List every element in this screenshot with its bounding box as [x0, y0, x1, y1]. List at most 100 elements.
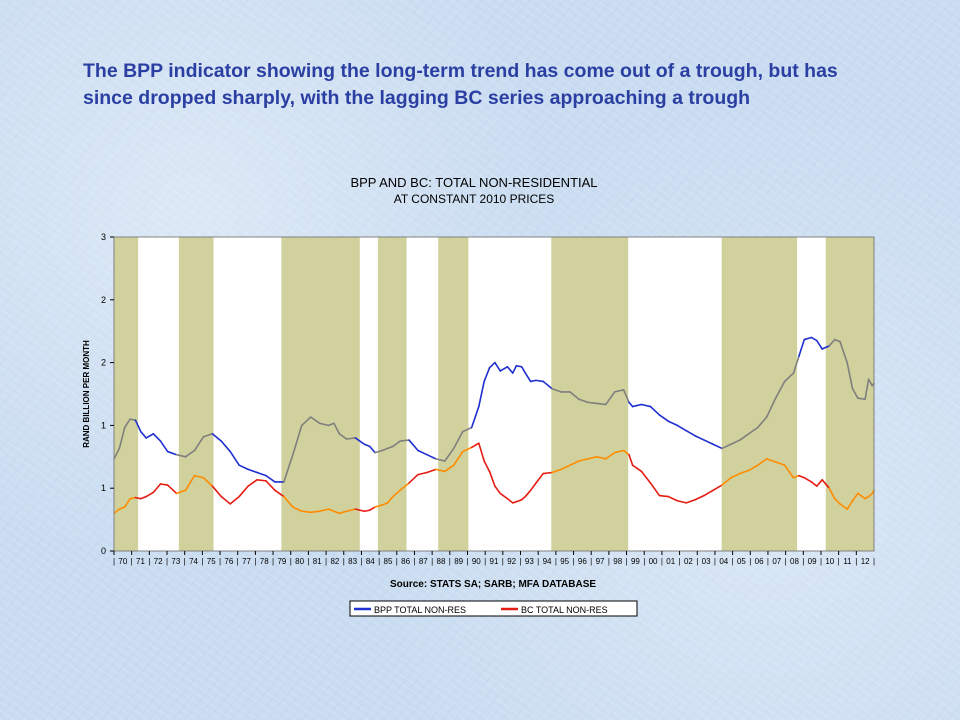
chart-container: BPP AND BC: TOTAL NON-RESIDENTIAL AT CON… — [75, 160, 885, 630]
x-tick-separator-20: | — [466, 557, 468, 566]
series-1-segment-93 — [821, 479, 831, 490]
x-tick-separator-14: | — [360, 557, 362, 566]
series-0-segment-43 — [444, 447, 455, 462]
series-0-segment-10 — [175, 453, 187, 458]
series-0-segment-49 — [488, 361, 496, 369]
series-1-segment-52 — [506, 497, 514, 504]
series-0-segment-67 — [613, 389, 625, 393]
x-tick-separator-17: | — [413, 557, 415, 566]
series-0-segment-46 — [470, 405, 480, 429]
series-0-segment-3 — [129, 418, 137, 421]
series-1-segment-58 — [535, 472, 544, 484]
x-tick-separator-29: | — [626, 557, 628, 566]
x-tick-label-20: 90 — [472, 557, 481, 566]
chart-svg: BPP AND BC: TOTAL NON-RESIDENTIAL AT CON… — [82, 175, 875, 617]
series-0-segment-93 — [821, 345, 831, 350]
legend-frame — [349, 600, 638, 617]
x-tick-label-0: 70 — [118, 557, 127, 566]
series-0-segment-31 — [354, 437, 366, 446]
series-1-segment-49 — [488, 470, 496, 487]
series-1-segment-50 — [494, 485, 502, 495]
series-1-segment-22 — [283, 495, 294, 508]
series-0-segment-91 — [810, 336, 818, 342]
series-0-segment-7 — [152, 432, 162, 442]
series-1-segment-46 — [470, 442, 480, 449]
series-1-segment-15 — [220, 495, 232, 505]
x-tick-label-33: 03 — [702, 557, 711, 566]
series-0-segment-24 — [300, 416, 312, 427]
x-tick-separator-7: | — [237, 557, 239, 566]
series-0-segment-15 — [220, 440, 232, 453]
series-1-segment-8 — [159, 483, 169, 486]
x-tick-label-15: 85 — [384, 557, 393, 566]
series-0-segment-47 — [477, 380, 485, 408]
series-0-segment-97 — [846, 361, 854, 390]
series-1-segment-98 — [851, 492, 859, 502]
series-1-segment-12 — [193, 474, 205, 479]
series-0-segment-72 — [649, 405, 661, 416]
series-1-segment-36 — [386, 495, 394, 504]
series-0-segment-35 — [381, 447, 389, 452]
series-1-segment-59 — [542, 471, 553, 475]
x-tick-separator-1: | — [131, 557, 133, 566]
series-0-segment-76 — [685, 429, 696, 437]
series-0-segment-42 — [435, 458, 446, 462]
series-0-segment-28 — [333, 422, 341, 435]
x-tick-label-28: 98 — [613, 557, 622, 566]
series-1-segment-70 — [631, 464, 643, 473]
series-0-segment-55 — [520, 365, 527, 374]
series-0-segment-23 — [292, 424, 303, 456]
x-tick-label-2: 72 — [154, 557, 163, 566]
series-1-segment-38 — [399, 482, 410, 492]
x-tick-separator-41: | — [838, 557, 840, 566]
series-0-segment-33 — [368, 445, 376, 454]
series-1-segment-96 — [839, 503, 848, 510]
series-0-segment-86 — [774, 380, 786, 399]
x-tick-separator-28: | — [608, 557, 610, 566]
series-0-segment-11 — [184, 449, 196, 458]
x-tick-label-14: 84 — [366, 557, 375, 566]
series-0-segment-52 — [506, 365, 514, 374]
series-0-segment-100 — [864, 378, 870, 401]
series-0-segment-8 — [159, 440, 169, 453]
series-1-segment-24 — [300, 510, 312, 514]
series-1-segment-77 — [694, 494, 705, 501]
downswing-band-5 — [551, 237, 629, 551]
series-1-segment-74 — [667, 495, 679, 502]
series-0-segment-36 — [386, 445, 394, 450]
x-tick-separator-0: | — [113, 557, 115, 566]
x-tick-separator-11: | — [307, 557, 309, 566]
x-tick-separator-4: | — [184, 557, 186, 566]
x-tick-label-13: 83 — [348, 557, 357, 566]
series-0-segment-64 — [587, 401, 598, 405]
x-tick-separator-2: | — [148, 557, 150, 566]
series-0-segment-80 — [721, 443, 732, 450]
x-tick-separator-26: | — [572, 557, 574, 566]
series-1-segment-80 — [721, 476, 732, 486]
series-0-segment-14 — [211, 432, 223, 442]
downswing-band-2 — [281, 237, 360, 551]
x-tick-separator-15: | — [378, 557, 380, 566]
x-tick-separator-10: | — [290, 557, 292, 566]
series-1-segment-68 — [622, 449, 630, 456]
series-1-segment-67 — [613, 449, 625, 454]
x-tick-separator-5: | — [201, 557, 203, 566]
downswing-band-6 — [721, 237, 798, 551]
x-tick-separator-40: | — [820, 557, 822, 566]
series-1-segment-16 — [229, 495, 240, 505]
series-0-segment-48 — [483, 367, 491, 383]
series-0-segment-2 — [123, 418, 131, 429]
series-1-segment-45 — [461, 446, 473, 453]
series-0-segment-68 — [622, 389, 630, 404]
series-1-segment-73 — [658, 494, 670, 498]
series-1-segment-17 — [238, 485, 249, 498]
series-1-segment-44 — [452, 450, 464, 466]
series-0-segment-62 — [569, 391, 580, 401]
series-0-segment-73 — [658, 414, 670, 423]
x-tick-separator-35: | — [732, 557, 734, 566]
series-0-segment-85 — [765, 397, 777, 418]
series-0-segment-44 — [452, 430, 464, 450]
series-1-segment-78 — [703, 489, 714, 497]
series-1-segment-66 — [604, 451, 616, 460]
series-1-segment-81 — [730, 472, 741, 479]
